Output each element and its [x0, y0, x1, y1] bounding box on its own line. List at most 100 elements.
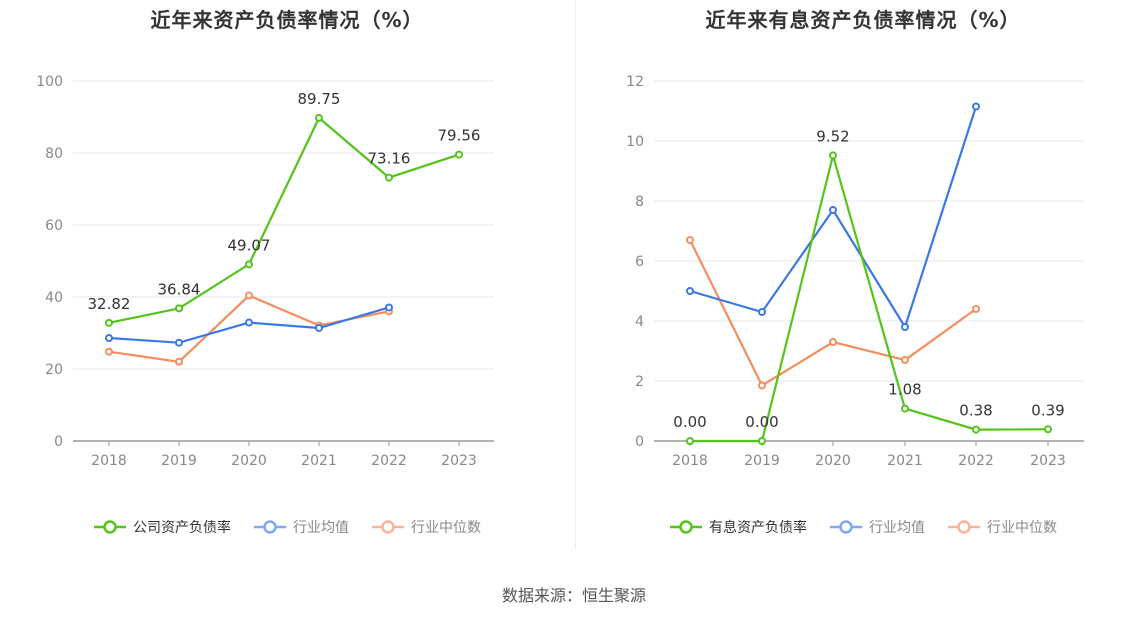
legend-swatch	[254, 520, 286, 534]
x-tick-label: 2022	[958, 453, 994, 469]
x-tick-label: 2021	[887, 453, 923, 469]
data-point	[758, 437, 766, 445]
series-line-0	[108, 116, 460, 324]
y-tick-label: 100	[36, 74, 63, 90]
legend-swatch-marker	[103, 520, 117, 534]
y-tick-label: 10	[626, 134, 644, 150]
data-point	[1044, 425, 1052, 434]
x-tick-label: 2023	[441, 453, 477, 469]
x-tick-label: 2022	[371, 453, 407, 469]
legend-label: 行业中位数	[411, 520, 481, 536]
y-tick-label: 12	[626, 74, 644, 90]
y-tick-label: 40	[45, 290, 63, 306]
y-tick-label: 2	[635, 374, 644, 390]
data-point	[105, 318, 113, 327]
data-point	[686, 236, 694, 244]
data-label: 0.39	[1031, 401, 1064, 419]
chart-title: 近年来资产负债率情况（%）	[150, 8, 424, 32]
legend-swatch	[94, 520, 126, 534]
x-tick-label: 2021	[301, 453, 337, 469]
chart-legend: 有息资产负债率 行业均值 行业中位数	[576, 517, 1148, 537]
data-point	[901, 404, 909, 413]
data-label: 73.16	[368, 150, 411, 168]
data-point	[245, 291, 253, 300]
data-point	[686, 287, 694, 295]
x-tick-label: 2020	[231, 453, 267, 469]
data-point	[105, 347, 113, 356]
data-point	[972, 425, 980, 434]
data-point	[175, 304, 183, 313]
legend-swatch	[670, 520, 702, 534]
y-tick-label: 4	[635, 314, 644, 330]
data-label: 79.56	[438, 127, 481, 145]
data-point	[829, 206, 837, 214]
data-point	[315, 323, 323, 332]
data-label: 32.82	[88, 295, 131, 313]
chart-title: 近年来有息资产负债率情况（%）	[705, 8, 1021, 32]
data-point	[455, 150, 463, 159]
y-tick-label: 6	[635, 254, 644, 270]
data-label: 1.08	[888, 381, 921, 399]
x-tick-label: 2023	[1030, 453, 1066, 469]
y-tick-label: 8	[635, 194, 644, 210]
data-label: 0.00	[673, 413, 706, 431]
legend-item[interactable]: 有息资产负债率	[669, 517, 807, 537]
data-point	[175, 338, 183, 347]
y-tick-label: 20	[45, 362, 63, 378]
y-tick-label: 60	[45, 218, 63, 234]
x-tick-label: 2018	[91, 453, 127, 469]
legend-swatch-marker	[957, 520, 971, 534]
chart-panel-interest-debt-ratio: 近年来有息资产负债率情况（%） 0 2 4 6 8 10 12 2018 2019 2020 202…	[576, 0, 1148, 555]
legend-swatch	[372, 520, 404, 534]
data-point	[175, 357, 183, 366]
y-tick-label: 0	[635, 434, 644, 450]
data-label: 0.00	[745, 413, 778, 431]
series-line-2	[689, 239, 977, 388]
data-point	[245, 260, 253, 269]
data-point	[315, 113, 323, 122]
legend-item[interactable]: 行业均值	[253, 517, 349, 537]
y-tick-label: 0	[54, 434, 63, 450]
data-label: 0.38	[959, 402, 992, 420]
chart-plot-area: 0 2 4 6 8 10 12 2018 2019 2020 2021 2022 2023 0.00 0.0…	[626, 74, 1084, 469]
legend-swatch-marker	[381, 520, 395, 534]
legend-swatch	[948, 520, 980, 534]
legend-swatch-marker	[679, 520, 693, 534]
data-point	[829, 151, 837, 160]
legend-item[interactable]: 行业中位数	[371, 517, 481, 537]
legend-swatch-marker	[263, 520, 277, 534]
data-point	[385, 173, 393, 182]
data-point	[385, 303, 393, 312]
data-label: 9.52	[816, 127, 849, 145]
legend-label: 行业均值	[293, 520, 349, 536]
legend-label: 有息资产负债率	[709, 520, 807, 536]
data-label: 89.75	[298, 90, 341, 108]
data-point	[901, 356, 909, 364]
panel-divider	[575, 0, 576, 550]
data-source-note: 数据来源：恒生聚源	[501, 586, 646, 605]
x-tick-label: 2019	[744, 453, 780, 469]
data-label: 49.07	[228, 236, 271, 254]
legend-swatch-marker	[839, 520, 853, 534]
legend-swatch	[830, 520, 862, 534]
data-point	[245, 318, 253, 327]
data-point	[105, 334, 113, 343]
x-tick-label: 2019	[161, 453, 197, 469]
data-point	[758, 381, 766, 390]
legend-label: 行业均值	[869, 520, 925, 536]
legend-item[interactable]: 公司资产负债率	[93, 517, 231, 537]
data-point	[758, 308, 766, 316]
legend-label: 行业中位数	[987, 520, 1057, 536]
data-point	[972, 305, 980, 313]
data-point	[829, 338, 837, 346]
legend-item[interactable]: 行业中位数	[947, 517, 1057, 537]
series-line-2	[108, 294, 390, 363]
legend-label: 公司资产负债率	[133, 520, 231, 536]
series-line-0	[690, 151, 1049, 443]
data-point	[901, 323, 909, 331]
data-label: 36.84	[158, 280, 201, 298]
x-tick-label: 2018	[672, 453, 708, 469]
legend-item[interactable]: 行业均值	[829, 517, 925, 537]
data-point	[686, 437, 694, 445]
y-tick-label: 80	[45, 146, 63, 162]
